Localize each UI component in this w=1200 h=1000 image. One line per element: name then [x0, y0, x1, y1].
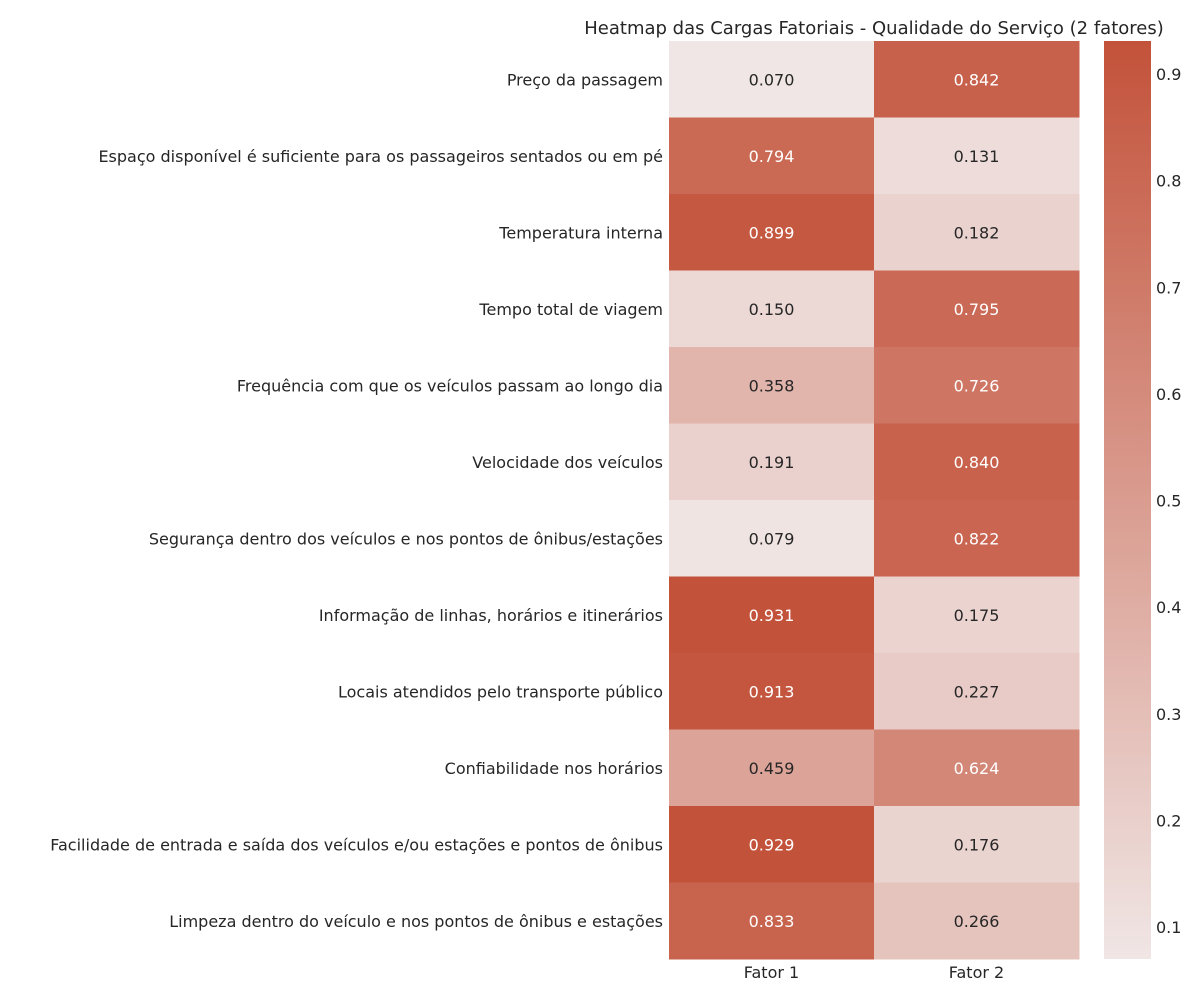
heatmap-cell	[669, 117, 875, 195]
cell-value-label: 0.726	[954, 376, 1000, 395]
heatmap-cell	[669, 347, 875, 424]
heatmap-cell	[874, 270, 1080, 348]
cell-value-label: 0.931	[749, 606, 795, 625]
colorbar-tick-label: 0.9	[1156, 65, 1181, 84]
cell-value-label: 0.175	[954, 606, 1000, 625]
row-label: Facilidade de entrada e saída dos veícul…	[50, 835, 663, 854]
cell-value-label: 0.929	[749, 835, 795, 854]
column-label: Fator 2	[949, 963, 1004, 982]
cell-value-label: 0.899	[749, 223, 795, 242]
cell-value-label: 0.079	[749, 529, 795, 548]
heatmap-cell	[874, 117, 1080, 195]
cell-value-label: 0.913	[749, 682, 795, 701]
cell-value-label: 0.459	[749, 759, 795, 778]
heatmap-cell	[669, 423, 875, 501]
colorbar-tick-label: 0.4	[1156, 598, 1181, 617]
colorbar-tick-label: 0.8	[1156, 172, 1181, 191]
chart-title: Heatmap das Cargas Fatoriais - Qualidade…	[584, 18, 1164, 39]
colorbar: 0.1 0.2 0.3 0.4 0.5 0.6 0.7 0.8 0.9	[1104, 41, 1181, 959]
heatmap-cells: 0.070 0.842 0.794 0.131 0.899 0.182 0.150 0.795…	[669, 41, 1080, 960]
cell-value-label: 0.842	[954, 70, 1000, 89]
heatmap-cell	[874, 653, 1080, 730]
heatmap-cell	[874, 576, 1080, 654]
heatmap-cell	[874, 882, 1080, 960]
cell-value-label: 0.794	[749, 147, 795, 166]
cell-value-label: 0.840	[954, 453, 1000, 472]
row-label: Velocidade dos veículos	[472, 453, 663, 472]
heatmap-cell	[669, 500, 875, 577]
colorbar-gradient	[1104, 41, 1151, 959]
heatmap-cell	[874, 729, 1080, 807]
cell-value-label: 0.131	[954, 147, 1000, 166]
heatmap-cell	[669, 729, 875, 807]
colorbar-tick-label: 0.7	[1156, 278, 1181, 297]
cell-value-label: 0.795	[954, 300, 1000, 319]
colorbar-tick-label: 0.5	[1156, 492, 1181, 511]
column-labels: Fator 1 Fator 2	[744, 963, 1004, 982]
row-labels: Preço da passagem Espaço disponível é suf…	[50, 70, 663, 931]
row-label: Informação de linhas, horários e itinerá…	[319, 606, 663, 625]
heatmap-cell	[874, 41, 1080, 118]
colorbar-tick-label: 0.2	[1156, 811, 1181, 830]
heatmap-cell	[874, 194, 1080, 271]
row-label: Espaço disponível é suficiente para os p…	[98, 147, 663, 166]
row-label: Locais atendidos pelo transporte público	[338, 682, 663, 701]
cell-value-label: 0.358	[749, 376, 795, 395]
row-label: Tempo total de viagem	[478, 300, 663, 319]
column-label: Fator 1	[744, 963, 799, 982]
row-label: Confiabilidade nos horários	[445, 759, 663, 778]
cell-value-label: 0.176	[954, 835, 1000, 854]
cell-value-label: 0.822	[954, 529, 1000, 548]
cell-value-label: 0.150	[749, 300, 795, 319]
cell-value-label: 0.227	[954, 682, 1000, 701]
colorbar-tick-label: 0.1	[1156, 918, 1181, 937]
row-label: Frequência com que os veículos passam ao…	[237, 376, 663, 395]
heatmap-cell	[669, 41, 875, 118]
heatmap-cell	[669, 653, 875, 730]
cell-value-label: 0.624	[954, 759, 1000, 778]
heatmap-cell	[669, 270, 875, 348]
cell-value-label: 0.191	[749, 453, 795, 472]
row-label: Segurança dentro dos veículos e nos pont…	[149, 529, 663, 548]
colorbar-tick-label: 0.3	[1156, 705, 1181, 724]
row-label: Limpeza dentro do veículo e nos pontos d…	[169, 912, 663, 931]
row-label: Preço da passagem	[507, 70, 663, 89]
cell-value-label: 0.182	[954, 223, 1000, 242]
cell-value-label: 0.833	[749, 912, 795, 931]
heatmap-cell	[669, 806, 875, 883]
colorbar-tick-label: 0.6	[1156, 385, 1181, 404]
cell-value-label: 0.070	[749, 70, 795, 89]
heatmap-cell	[669, 576, 875, 654]
heatmap-cell	[669, 194, 875, 271]
heatmap-cell	[874, 806, 1080, 883]
heatmap-cell	[874, 423, 1080, 501]
heatmap-cell	[874, 347, 1080, 424]
heatmap-cell	[669, 882, 875, 960]
cell-value-label: 0.266	[954, 912, 1000, 931]
heatmap-cell	[874, 500, 1080, 577]
row-label: Temperatura interna	[498, 223, 663, 242]
